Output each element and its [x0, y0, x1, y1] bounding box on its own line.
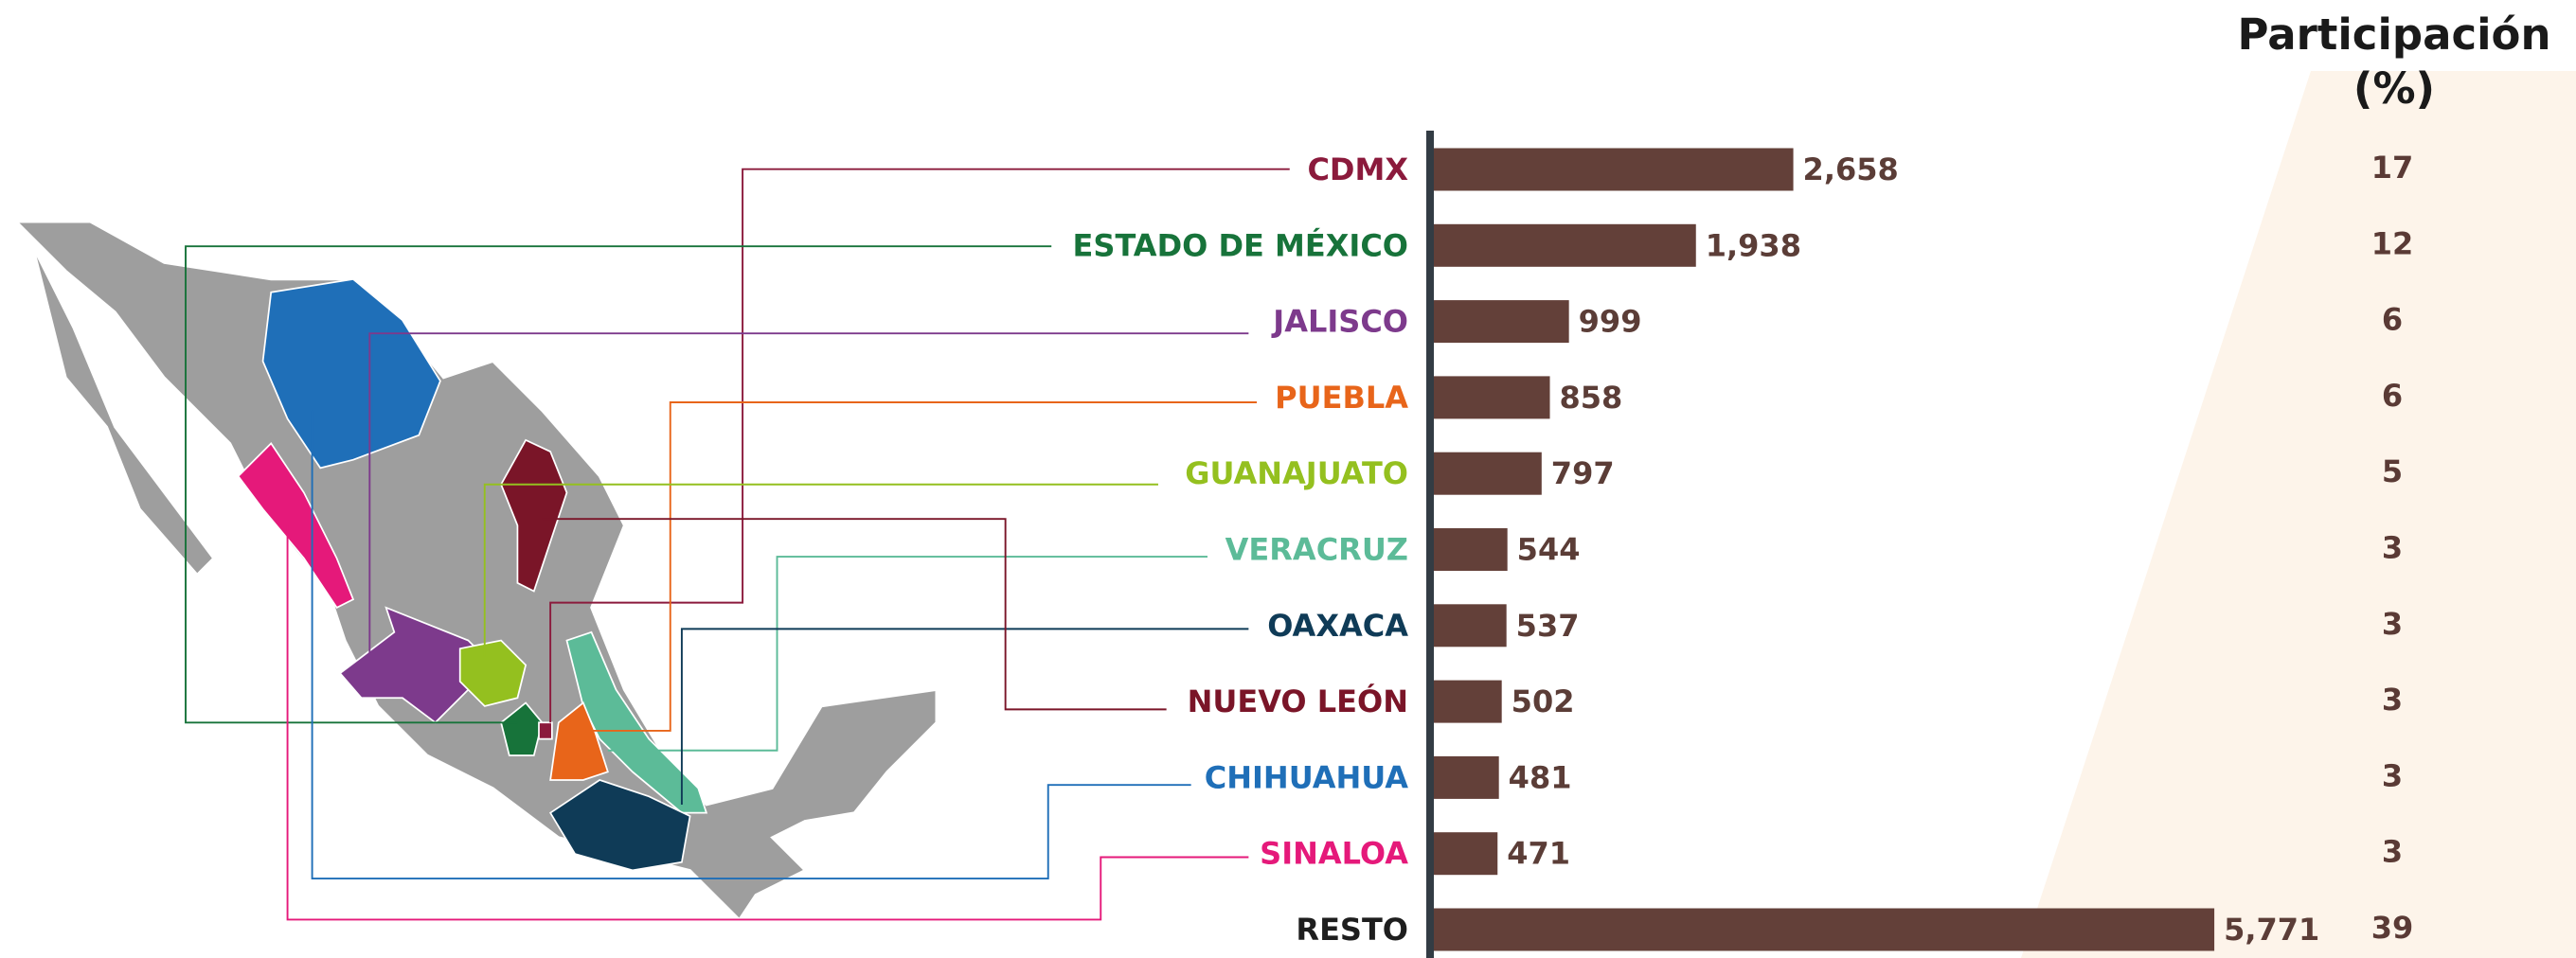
category-label: SINALOA [1260, 836, 1408, 872]
region [237, 442, 355, 609]
share-value: 5 [2382, 453, 2403, 489]
bar [1434, 680, 1502, 723]
share-value: 17 [2371, 150, 2414, 186]
share-value: 12 [2371, 225, 2414, 261]
connector [582, 401, 1258, 732]
region [538, 721, 553, 740]
category-label: ESTADO DE MÉXICO [1073, 227, 1408, 263]
region [548, 779, 691, 872]
category-label: CDMX [1307, 151, 1408, 187]
bar [1434, 376, 1550, 419]
map-baja [31, 245, 216, 577]
value-label: 999 [1579, 304, 1642, 340]
bar [1434, 148, 1794, 191]
category-label: JALISCO [1271, 304, 1408, 340]
category-label: RESTO [1296, 912, 1408, 948]
category-label: NUEVO LEÓN [1188, 683, 1408, 719]
value-label: 481 [1509, 759, 1572, 795]
share-value: 6 [2382, 302, 2403, 338]
map-mainland [13, 220, 939, 922]
connector [311, 410, 1191, 880]
share-title: Participación [2238, 9, 2551, 60]
share-value: 3 [2382, 682, 2403, 718]
connector [680, 628, 1249, 806]
region [458, 639, 528, 707]
value-label: 544 [1517, 532, 1581, 568]
value-label: 1,938 [1706, 227, 1801, 263]
bar [1434, 452, 1542, 495]
map [13, 168, 1290, 922]
bar [1434, 908, 2215, 951]
category-label: GUANAJUATO [1185, 455, 1408, 491]
value-label: 471 [1507, 836, 1570, 872]
bar [1434, 223, 1696, 267]
region [500, 438, 568, 593]
value-label: 537 [1516, 608, 1580, 644]
value-label: 2,658 [1803, 151, 1899, 187]
connector [607, 556, 1208, 752]
category-label: CHIHUAHUA [1205, 759, 1409, 795]
share-value: 3 [2382, 606, 2403, 642]
connector [185, 245, 1052, 724]
share-value: 3 [2382, 530, 2403, 566]
bar [1434, 832, 1498, 876]
bar [1434, 604, 1507, 648]
connector [368, 332, 1249, 657]
bar [1434, 300, 1569, 344]
value-label: 797 [1551, 455, 1615, 491]
share-value: 6 [2382, 378, 2403, 414]
connector [542, 518, 1167, 711]
share-background [2021, 71, 2576, 958]
region [549, 701, 609, 781]
share-value: 3 [2382, 834, 2403, 870]
connector [549, 168, 1290, 723]
share-value: 39 [2371, 910, 2414, 946]
value-label: 5,771 [2224, 912, 2319, 948]
share-title: (%) [2353, 63, 2435, 114]
bar [1434, 755, 1499, 799]
share-value: 3 [2382, 757, 2403, 793]
region [261, 277, 441, 470]
value-label: 858 [1560, 380, 1623, 416]
connector [483, 483, 1158, 657]
category-label: PUEBLA [1275, 380, 1408, 416]
category-label: OAXACA [1267, 608, 1408, 644]
category-label: VERACRUZ [1225, 532, 1408, 568]
connector [286, 525, 1249, 921]
bar [1434, 528, 1508, 571]
value-label: 502 [1512, 683, 1575, 719]
